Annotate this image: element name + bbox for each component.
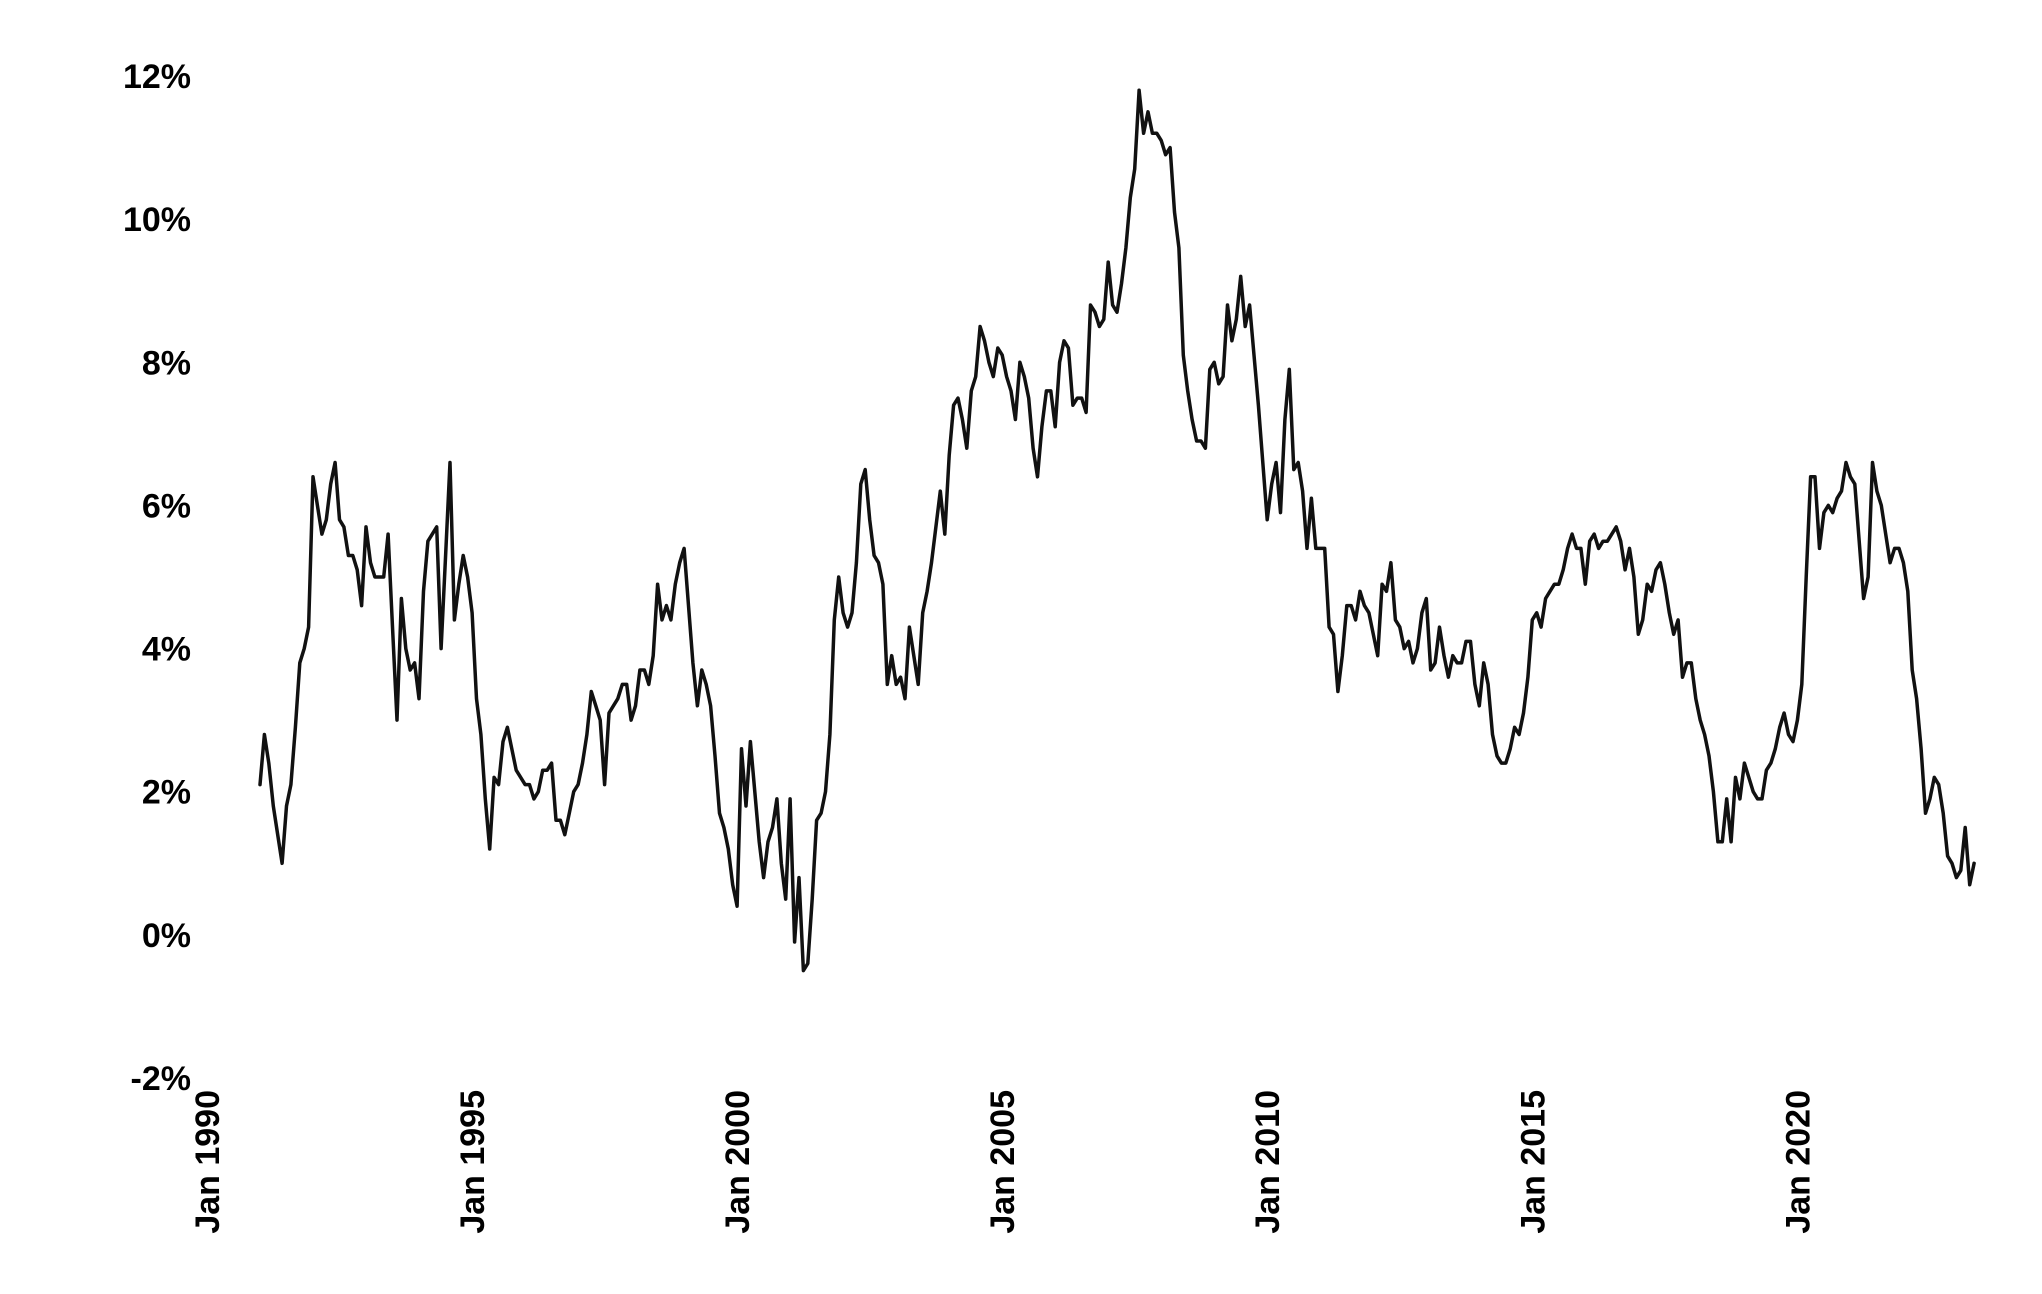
y-tick-label: -2% [131, 1060, 191, 1098]
y-tick-label: 8% [142, 344, 191, 382]
series-group [258, 88, 1976, 973]
x-axis-tick-labels: Jan 1990 Jan 1995 Jan 2000 Jan 2005 Jan 2010… [189, 1090, 1817, 1234]
y-tick-label: 6% [142, 487, 191, 525]
x-tick-label: Jan 2010 [1249, 1090, 1287, 1234]
y-tick-label: 2% [142, 774, 191, 812]
series-line [258, 88, 1976, 973]
y-tick-label: 10% [123, 201, 191, 239]
y-axis-tick-labels: -2% 0% 2% 4% 6% 8% 10% 12% [123, 58, 191, 1098]
y-tick-label: 4% [142, 631, 191, 669]
x-tick-label: Jan 1990 [189, 1090, 227, 1234]
y-tick-label: 12% [123, 58, 191, 96]
x-tick-label: Jan 2015 [1514, 1090, 1552, 1234]
x-tick-label: Jan 2020 [1779, 1090, 1817, 1234]
x-tick-label: Jan 1995 [454, 1090, 492, 1234]
y-tick-label: 0% [142, 917, 191, 955]
x-tick-label: Jan 2000 [719, 1090, 757, 1234]
x-tick-label: Jan 2005 [984, 1090, 1022, 1234]
